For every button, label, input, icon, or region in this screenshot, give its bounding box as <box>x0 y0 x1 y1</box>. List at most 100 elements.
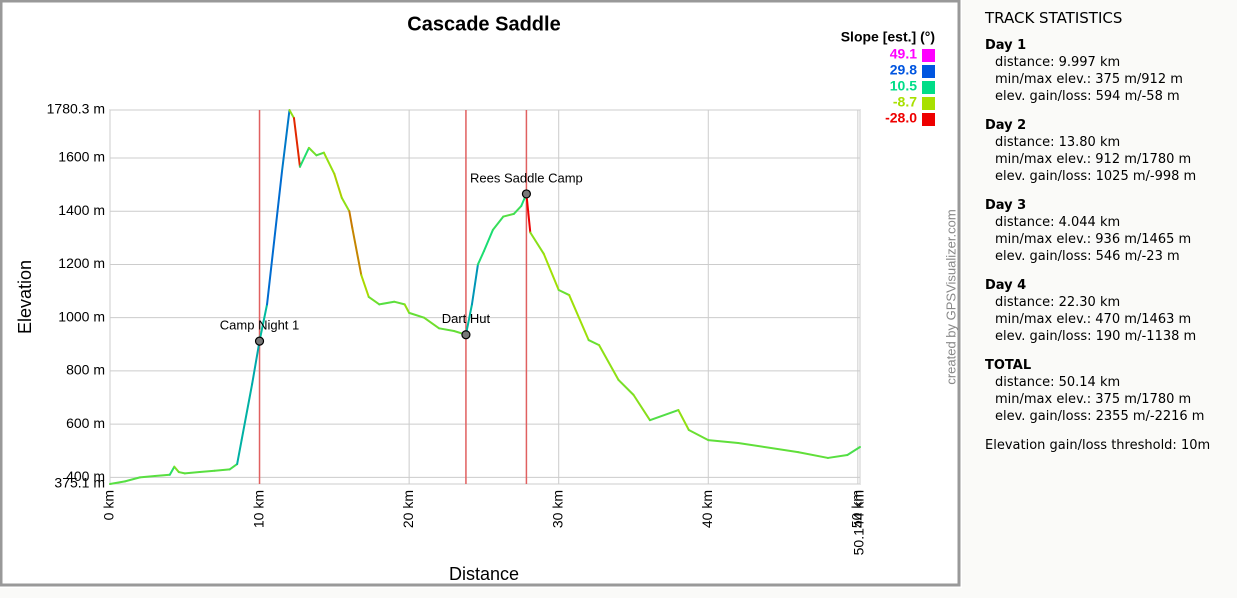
elevation-segment <box>476 250 485 266</box>
legend-label: 10.5 <box>890 78 917 94</box>
x-tick-label: 10 km <box>250 490 266 528</box>
section-name: Day 2 <box>985 118 1027 133</box>
y-tick-label: 1600 m <box>58 149 105 165</box>
elevation-segment <box>360 274 370 298</box>
legend-label: 49.1 <box>890 46 917 62</box>
stat-line: elev. gain/loss: 2355 m/-2216 m <box>995 409 1205 424</box>
waypoint-label: Rees Saddle Camp <box>470 170 583 185</box>
elevation-segment <box>632 393 651 422</box>
elevation-segment <box>315 151 325 157</box>
y-axis-title: Elevation <box>15 260 35 334</box>
section-name: Day 3 <box>985 198 1027 213</box>
elevation-segment <box>491 215 505 231</box>
elevation-segment <box>183 471 201 475</box>
stat-line: distance: 13.80 km <box>995 135 1121 150</box>
y-tick-label: 1000 m <box>58 308 105 324</box>
elevation-segment <box>687 428 710 442</box>
elevation-segment <box>557 289 571 297</box>
elevation-segment <box>177 471 186 475</box>
stat-line: min/max elev.: 470 m/1463 m <box>995 312 1192 327</box>
elevation-segment <box>298 146 310 168</box>
elevation-segment <box>351 226 363 277</box>
elevation-segment <box>240 383 254 442</box>
stats-section: Day 2 distance: 13.80 km min/max elev.: 91… <box>985 117 1210 185</box>
elevation-segment <box>587 339 601 347</box>
elevation-segment <box>378 300 396 306</box>
stat-line: min/max elev.: 912 m/1780 m <box>995 152 1192 167</box>
stat-line: distance: 4.044 km <box>995 215 1121 230</box>
stat-line: elev. gain/loss: 594 m/-58 m <box>995 89 1180 104</box>
legend-label: 29.8 <box>890 62 917 78</box>
elevation-segment <box>266 236 276 306</box>
elevation-segment <box>109 480 126 486</box>
elevation-segment <box>737 442 800 454</box>
elevation-segment <box>464 303 473 336</box>
waypoint-marker <box>521 189 532 199</box>
x-tick-label: 20 km <box>400 490 416 528</box>
elevation-segment <box>273 170 284 239</box>
track-statistics: TRACK STATISTICS Day 1 distance: 9.997 km… <box>985 8 1210 454</box>
stat-line: distance: 9.997 km <box>995 55 1121 70</box>
elevation-segment <box>288 109 295 120</box>
waypoint-label: Camp Night 1 <box>220 318 299 333</box>
stat-line: elev. gain/loss: 1025 m/-998 m <box>995 169 1197 184</box>
stats-section: Day 4 distance: 22.30 km min/max elev.: 47… <box>985 277 1210 345</box>
elevation-segment <box>598 344 620 381</box>
legend-swatch <box>922 81 935 94</box>
elevation-segment <box>213 468 231 472</box>
x-tick-label: 0 km <box>101 490 117 520</box>
stat-line: min/max elev.: 375 m/1780 m <box>995 392 1192 407</box>
elevation-segment <box>393 300 406 306</box>
x-tick-label: 30 km <box>549 490 565 528</box>
elevation-segment <box>529 231 545 255</box>
legend-title: Slope [est.] (°) <box>841 29 935 45</box>
stats-title: TRACK STATISTICS <box>985 9 1123 27</box>
waypoint-marker <box>461 330 471 340</box>
elevation-segment <box>153 473 171 478</box>
elevation-segment <box>568 294 590 342</box>
stat-line: elev. gain/loss: 190 m/-1138 m <box>995 329 1197 344</box>
stats-section: Day 3 distance: 4.044 km min/max elev.: 93… <box>985 197 1210 265</box>
elevation-segment <box>502 212 515 218</box>
elevation-segment <box>826 454 849 459</box>
legend-swatch <box>922 113 935 126</box>
elevation-segment <box>677 409 690 431</box>
elevation-segment <box>340 196 351 213</box>
plot-area <box>109 109 861 485</box>
legend-swatch <box>922 65 935 78</box>
stat-line: distance: 22.30 km <box>995 295 1121 310</box>
elevation-segment <box>512 204 523 215</box>
elevation-segment <box>251 340 261 386</box>
elevation-segment <box>797 451 829 459</box>
x-tick-label: 50.144 km <box>851 490 867 555</box>
y-tick-label: 375.1 m <box>54 475 105 491</box>
elevation-segment <box>846 446 861 457</box>
credit: created by GPSVisualizer.com <box>943 209 958 384</box>
elevation-segment <box>307 146 318 157</box>
y-tick-label: 1200 m <box>58 255 105 271</box>
elevation-segment <box>333 172 343 199</box>
elevation-segment <box>292 117 301 168</box>
elevation-segment <box>438 327 456 332</box>
elevation-segment <box>322 151 336 175</box>
elevation-segment <box>482 228 494 253</box>
elevation-segment <box>228 463 239 471</box>
chart-title: Cascade Saddle <box>407 13 560 35</box>
elevation-segment <box>173 465 180 474</box>
y-tick-label: 800 m <box>66 362 105 378</box>
waypoint-label: Dart Hut <box>442 311 491 326</box>
elevation-segment <box>408 311 426 319</box>
legend-swatch <box>922 49 935 62</box>
elevation-segment <box>236 439 243 466</box>
elevation-segment <box>123 476 141 483</box>
elevation-segment <box>168 465 176 476</box>
section-name: Day 4 <box>985 278 1027 293</box>
elevation-segment <box>281 109 291 173</box>
elevation-segment <box>648 409 680 422</box>
elevation-segment <box>423 316 441 330</box>
y-tick-label: 400 m <box>66 468 105 484</box>
stats-section: Day 1 distance: 9.997 km min/max elev.: 37… <box>985 37 1210 105</box>
elevation-segment <box>198 469 216 474</box>
legend-swatch <box>922 97 935 110</box>
